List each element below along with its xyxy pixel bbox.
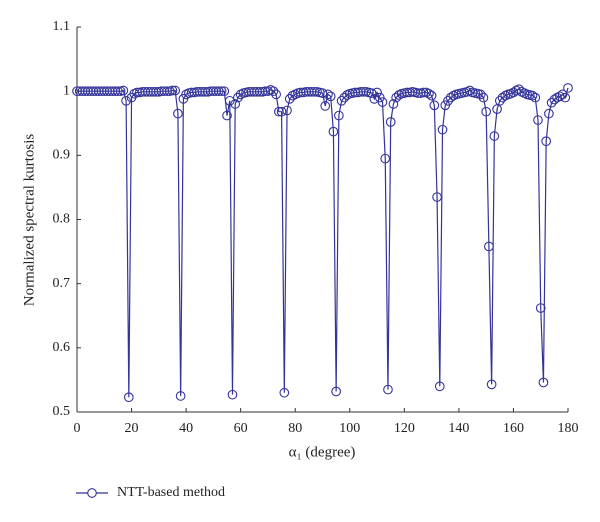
- data-point: [366, 88, 377, 98]
- x-tick-label: 60: [234, 421, 248, 436]
- y-tick-label: 0.9: [53, 148, 71, 163]
- x-tick-label: 140: [448, 421, 469, 436]
- data-point: [121, 95, 131, 106]
- data-point: [527, 90, 538, 101]
- data-point: [167, 85, 178, 96]
- data-point: [535, 303, 546, 313]
- data-point: [432, 192, 442, 202]
- y-tick-label: 1.1: [53, 19, 71, 34]
- data-point: [560, 92, 571, 103]
- data-point: [533, 115, 543, 125]
- data-point: [563, 83, 573, 93]
- data-point: [492, 104, 502, 114]
- data-point: [429, 100, 440, 111]
- data-point: [426, 90, 437, 101]
- data-point: [279, 387, 290, 398]
- x-tick-label: 180: [558, 421, 579, 436]
- data-point: [530, 92, 541, 103]
- data-point: [475, 89, 486, 100]
- y-tick-label: 0.8: [53, 212, 71, 227]
- data-point: [383, 384, 393, 395]
- data-point: [388, 99, 399, 109]
- data-point: [123, 392, 134, 403]
- data-point: [331, 386, 341, 397]
- data-point: [557, 89, 568, 100]
- data-point: [497, 92, 508, 103]
- data-point: [118, 85, 129, 96]
- data-point: [271, 89, 281, 100]
- data-point: [434, 381, 445, 392]
- data-point: [372, 87, 382, 98]
- x-tick-label: 20: [125, 421, 139, 436]
- data-point: [424, 88, 434, 99]
- y-tick-label: 1: [63, 83, 70, 98]
- y-tick-label: 0.5: [53, 404, 71, 419]
- data-point: [175, 391, 186, 401]
- data-point: [323, 89, 333, 100]
- y-tick-label: 0.6: [53, 340, 71, 355]
- data-point: [325, 91, 336, 102]
- data-point: [418, 87, 429, 98]
- data-point: [224, 95, 235, 106]
- data-point: [334, 110, 344, 121]
- data-point: [377, 97, 388, 107]
- data-point: [385, 117, 396, 127]
- data-point: [282, 105, 292, 116]
- x-axis-label: α₁ (degree): [289, 444, 356, 460]
- data-point: [464, 85, 475, 96]
- data-point: [494, 95, 505, 106]
- data-point: [549, 94, 560, 105]
- data-point: [328, 126, 339, 137]
- data-point: [489, 131, 500, 141]
- data-point: [369, 94, 380, 104]
- data-point: [276, 106, 287, 117]
- data-point: [445, 92, 456, 103]
- x-tick-label: 40: [179, 421, 193, 436]
- legend-label: NTT-based method: [117, 485, 225, 500]
- legend-marker: [87, 488, 97, 498]
- data-point: [216, 86, 227, 97]
- data-point: [554, 91, 565, 102]
- data-point: [230, 99, 241, 109]
- data-point: [544, 108, 554, 119]
- data-point: [219, 86, 230, 97]
- data-point: [268, 86, 279, 97]
- data-point: [113, 86, 123, 97]
- data-point: [546, 97, 557, 108]
- data-point: [443, 95, 453, 106]
- data-point: [380, 153, 391, 164]
- y-tick-label: 0.7: [53, 276, 71, 291]
- data-point: [478, 92, 489, 103]
- data-point: [541, 136, 552, 147]
- x-tick-label: 120: [394, 421, 415, 436]
- x-tick-label: 80: [288, 421, 302, 436]
- data-point: [170, 85, 181, 96]
- y-axis-label: Normalized spectral kurtosis: [21, 134, 37, 307]
- x-tick-label: 100: [339, 421, 360, 436]
- data-line: [77, 87, 569, 398]
- data-point: [437, 124, 448, 135]
- data-point: [173, 108, 183, 119]
- data-point: [213, 86, 224, 97]
- data-point: [320, 101, 331, 111]
- x-tick-label: 160: [503, 421, 524, 436]
- data-point: [538, 377, 549, 388]
- data-point: [481, 106, 492, 117]
- data-point: [484, 241, 494, 252]
- data-point: [317, 88, 328, 98]
- data-point: [227, 389, 238, 400]
- data-point: [336, 95, 347, 106]
- data-point: [486, 379, 497, 390]
- data-point: [222, 110, 232, 121]
- x-tick-label: 0: [74, 421, 81, 436]
